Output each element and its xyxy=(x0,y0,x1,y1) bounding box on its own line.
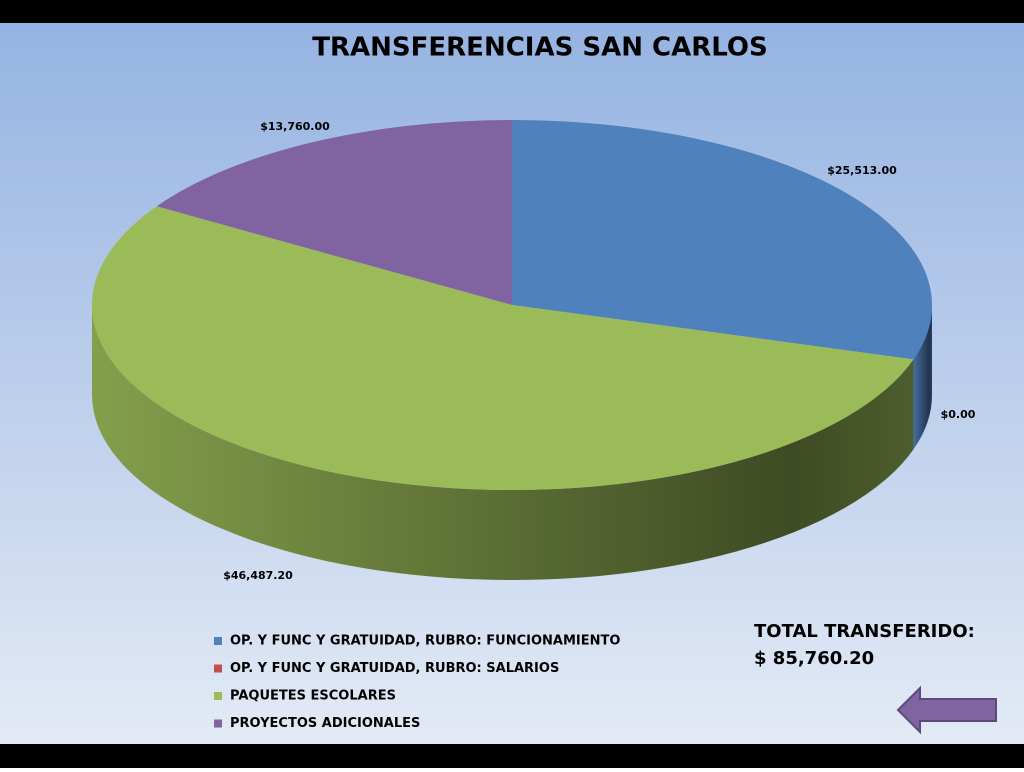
chart-title: TRANSFERENCIAS SAN CARLOS xyxy=(312,33,767,63)
slice-top xyxy=(512,120,933,360)
total-value: $ 85,760.20 xyxy=(754,648,874,669)
pie-slice xyxy=(92,206,914,581)
pie-slice xyxy=(512,120,933,450)
data-label: $13,760.00 xyxy=(260,120,330,133)
data-label: $46,487.20 xyxy=(223,569,293,582)
legend-label: PROYECTOS ADICIONALES xyxy=(230,716,420,731)
legend-swatch xyxy=(214,664,222,673)
pie-slice xyxy=(156,120,512,305)
data-label: $25,513.00 xyxy=(827,164,897,177)
slice-side-shade xyxy=(92,305,914,581)
legend-label: PAQUETES ESCOLARES xyxy=(230,689,396,704)
legend-label: OP. Y FUNC Y GRATUIDAD, RUBRO: FUNCIONAM… xyxy=(230,634,620,649)
legend-swatch xyxy=(214,637,222,645)
slice-top xyxy=(92,206,914,490)
data-label: $0.00 xyxy=(941,408,976,421)
slice-side-shade xyxy=(913,305,932,450)
total-label: TOTAL TRANSFERIDO: xyxy=(754,621,975,642)
legend-label: OP. Y FUNC Y GRATUIDAD, RUBRO: SALARIOS xyxy=(230,661,559,676)
back-arrow[interactable] xyxy=(896,685,997,735)
slice-top xyxy=(156,120,512,305)
legend-swatch xyxy=(214,692,222,700)
legend-swatch xyxy=(214,719,222,728)
